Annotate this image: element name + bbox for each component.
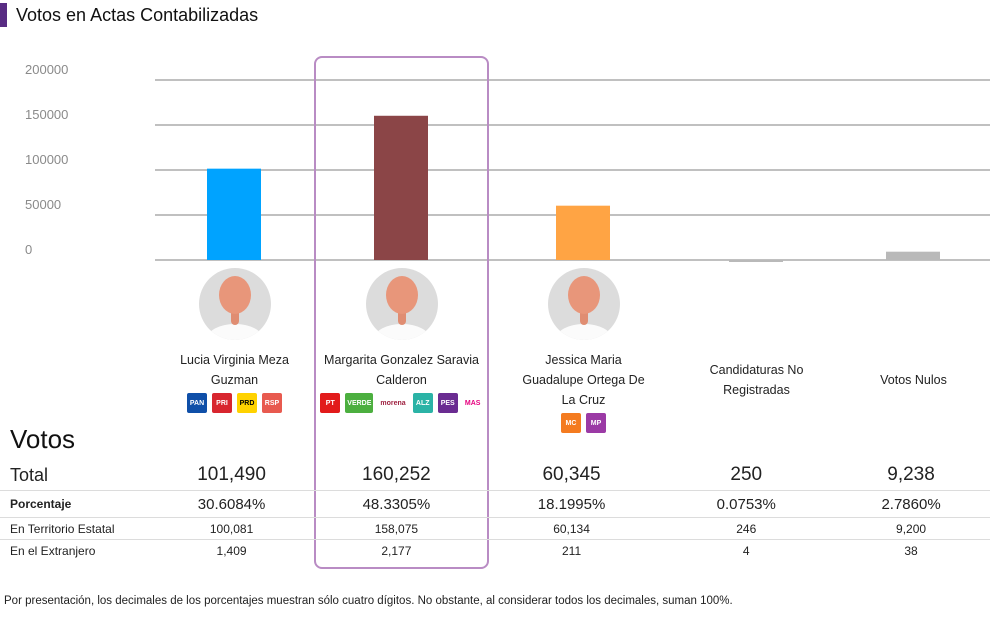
table-cell: 101,490 xyxy=(197,464,266,485)
row-label: Porcentaje xyxy=(10,497,72,511)
table-cell: 246 xyxy=(736,521,757,536)
table-cell: 60,345 xyxy=(542,464,601,485)
row-label: Total xyxy=(10,464,49,485)
y-tick-label: 0 xyxy=(25,242,32,257)
table-cell: 9,200 xyxy=(896,521,927,536)
row-label: En el Extranjero xyxy=(10,544,96,558)
page-title: Votos en Actas Contabilizadas xyxy=(16,4,259,25)
table-cell: 18.1995% xyxy=(537,495,606,513)
votes-bar-chart: 200000 150000 100000 50000 0 xyxy=(0,55,990,270)
votes-section-title: Votos xyxy=(10,424,76,454)
y-tick-label: 200000 xyxy=(25,62,68,77)
y-tick-label: 100000 xyxy=(25,152,68,167)
table-cell: 9,238 xyxy=(887,464,935,485)
party-logo-morelos-progresa-icon: MP xyxy=(586,413,606,433)
section-header: Votos en Actas Contabilizadas xyxy=(0,3,258,27)
candidate-column: Margarita Gonzalez Saravia Calderon PT VER… xyxy=(314,268,489,414)
y-tick-label: 50000 xyxy=(25,197,61,212)
votes-table: Total 101,490 160,252 60,345 250 9,238 Porcent… xyxy=(0,460,990,562)
y-tick-label: 150000 xyxy=(25,107,68,122)
candidate-column: Lucia Virginia Meza Guzman PAN PRI PRD RSP xyxy=(147,268,322,414)
candidate-name: Jessica Maria Guadalupe Ortega De La Cru… xyxy=(522,353,645,407)
table-cell: 100,081 xyxy=(209,521,254,536)
party-logo-morena-icon: morena xyxy=(378,393,408,413)
avatar-placeholder-icon xyxy=(365,268,438,340)
candidate-name: Votos Nulos xyxy=(880,373,947,387)
table-cell: 0.0753% xyxy=(716,495,776,513)
party-logo-pan-icon: PAN xyxy=(187,393,207,413)
party-logo-mas-icon: MAS xyxy=(462,393,483,413)
party-logos: MC MP xyxy=(561,412,606,434)
table-cell: 2,177 xyxy=(381,544,412,558)
table-row: Total 101,490 160,252 60,345 250 9,238 xyxy=(0,460,990,491)
party-logo-pt-icon: PT xyxy=(320,393,341,413)
bar-1[interactable] xyxy=(207,168,261,260)
table-cell: 160,252 xyxy=(362,464,431,485)
candidate-name: Margarita Gonzalez Saravia Calderon xyxy=(324,353,479,387)
chart-svg: 200000 150000 100000 50000 0 xyxy=(25,62,990,262)
table-cell: 2.7860% xyxy=(881,495,941,513)
candidate-column: Jessica Maria Guadalupe Ortega De La Cru… xyxy=(496,268,671,434)
bar-4[interactable] xyxy=(729,260,783,262)
party-logo-alianza-icon: ALZ xyxy=(412,393,433,413)
table-cell: 1,409 xyxy=(216,544,247,558)
row-label: En Territorio Estatal xyxy=(10,521,115,536)
party-logos: PT VERDE morena ALZ PES MAS xyxy=(320,392,483,414)
bar-2[interactable] xyxy=(374,115,428,261)
party-logo-rsp-icon: RSP xyxy=(262,393,282,413)
party-logo-pes-icon: PES xyxy=(437,393,458,413)
bar-5[interactable] xyxy=(886,251,940,260)
table-cell: 158,075 xyxy=(374,521,419,536)
candidate-name: Candidaturas No Registradas xyxy=(709,363,804,397)
candidate-name: Lucia Virginia Meza Guzman xyxy=(180,353,289,387)
avatar-placeholder-icon xyxy=(198,268,271,340)
candidate-column: Candidaturas No Registradas xyxy=(669,350,844,400)
header-accent-bar xyxy=(0,3,7,27)
table-cell: 48.3305% xyxy=(362,495,431,513)
table-row: Porcentaje 30.6084% 48.3305% 18.1995% 0.0753… xyxy=(0,491,990,518)
table-cell: 38 xyxy=(904,544,918,558)
table-cell: 4 xyxy=(742,544,750,558)
avatar-placeholder-icon xyxy=(547,268,620,340)
party-logo-verde-icon: VERDE xyxy=(345,393,374,413)
table-row: En el Extranjero 1,409 2,177 211 4 38 xyxy=(0,540,990,562)
table-cell: 30.6084% xyxy=(197,495,266,513)
table-cell: 250 xyxy=(730,464,763,485)
table-cell: 211 xyxy=(561,544,582,558)
table-row: En Territorio Estatal 100,081 158,075 60,13… xyxy=(0,518,990,540)
party-logos: PAN PRI PRD RSP xyxy=(187,392,282,414)
bar-3[interactable] xyxy=(556,205,610,260)
party-logo-movimiento-ciudadano-icon: MC xyxy=(561,413,581,433)
party-logo-pri-icon: PRI xyxy=(212,393,232,413)
footnote: Por presentación, los decimales de los p… xyxy=(4,595,733,607)
table-cell: 60,134 xyxy=(553,521,590,536)
candidate-column: Votos Nulos xyxy=(826,350,990,400)
party-logo-prd-icon: PRD xyxy=(237,393,257,413)
